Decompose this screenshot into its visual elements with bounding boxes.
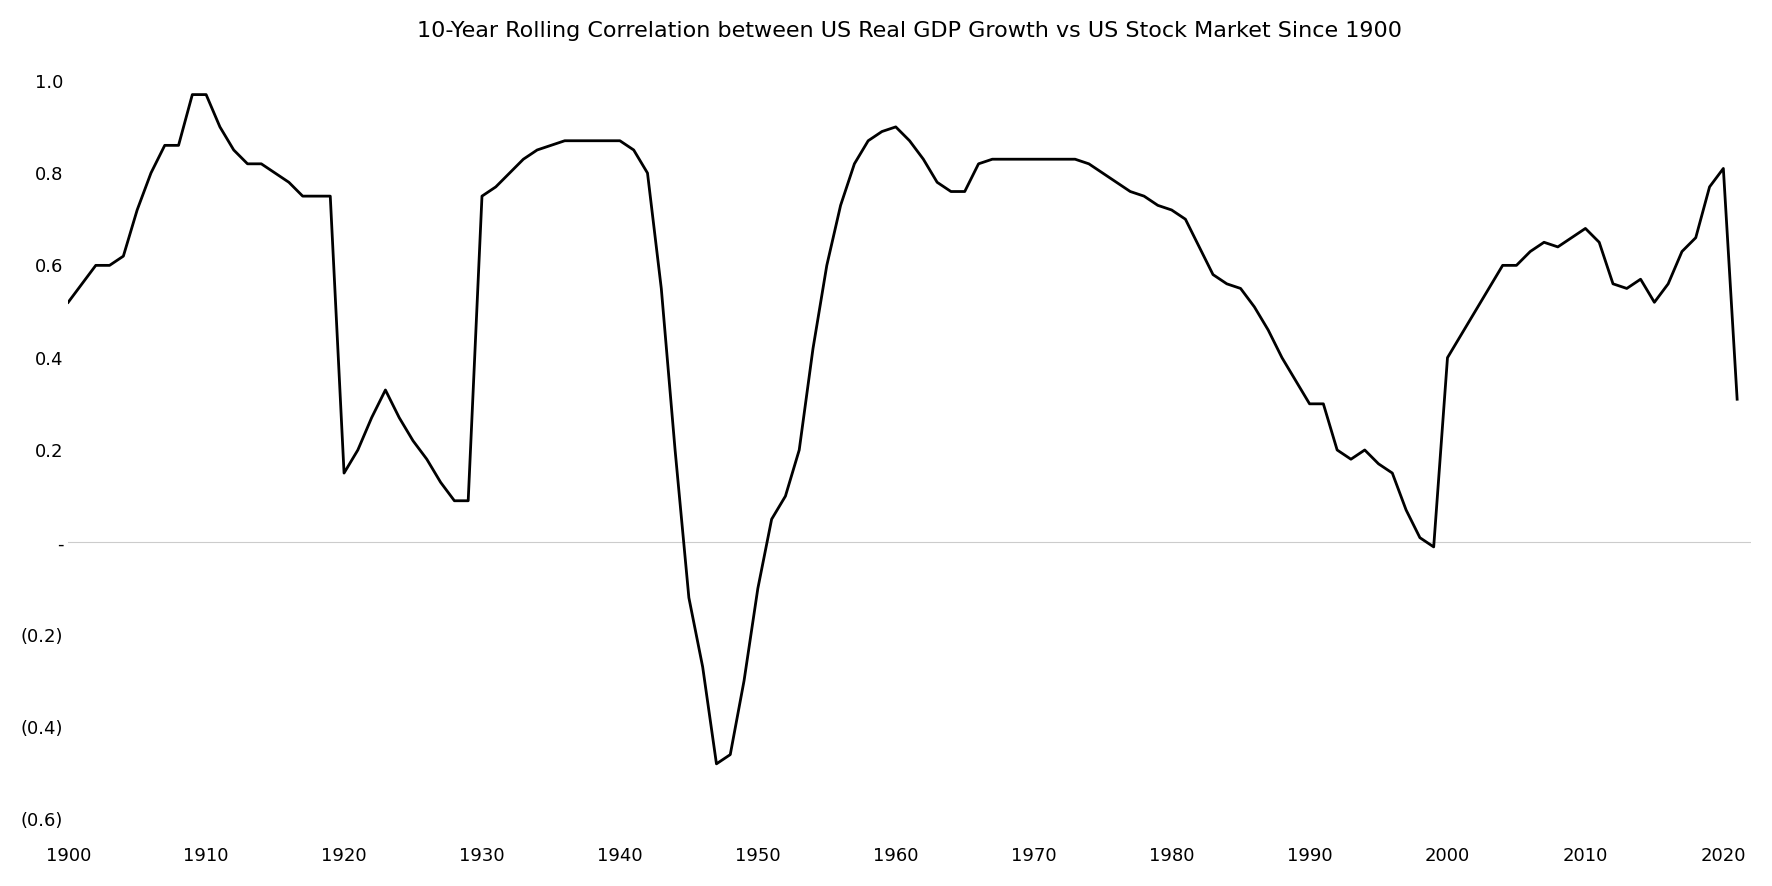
Title: 10-Year Rolling Correlation between US Real GDP Growth vs US Stock Market Since : 10-Year Rolling Correlation between US R… (416, 21, 1402, 41)
